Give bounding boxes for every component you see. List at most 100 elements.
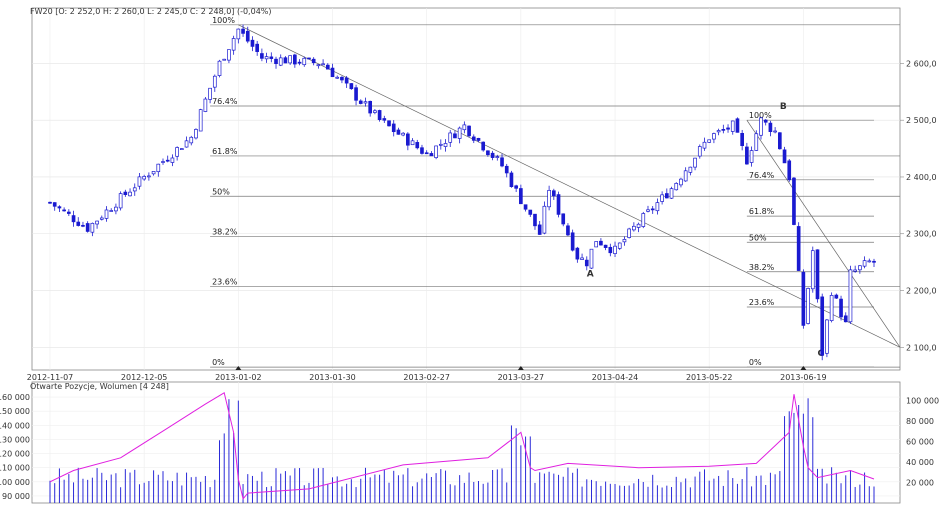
candle-body xyxy=(533,213,537,227)
oi-axis-label: 150 000 xyxy=(0,407,30,416)
x-tick-label: 2013-05-22 xyxy=(686,373,733,382)
candle-body xyxy=(773,130,777,133)
candle-body xyxy=(476,137,481,141)
candle xyxy=(396,127,401,135)
candle xyxy=(123,189,128,197)
candle xyxy=(184,136,189,148)
candle xyxy=(735,117,740,133)
candle xyxy=(839,295,843,321)
candle-body xyxy=(255,43,260,52)
candle-body xyxy=(212,75,217,88)
volume-frame xyxy=(31,381,901,504)
candle-body xyxy=(740,133,744,147)
candle-body xyxy=(340,76,344,81)
candle xyxy=(801,269,806,329)
candlestick-series xyxy=(48,24,876,361)
candle-body xyxy=(165,159,170,162)
candle-body xyxy=(269,56,274,59)
candle xyxy=(537,220,542,235)
candle xyxy=(453,130,457,139)
fib-label-left: 76.4% xyxy=(212,97,238,106)
candle xyxy=(118,191,123,211)
candle xyxy=(599,238,603,246)
candle-body xyxy=(603,244,608,248)
oi-axis-label: 160 000 xyxy=(0,393,30,402)
candle xyxy=(212,74,217,92)
candle-body xyxy=(283,57,288,64)
candle-body xyxy=(241,28,245,34)
candle xyxy=(740,129,744,151)
candle-body xyxy=(570,232,575,251)
candle-body xyxy=(208,87,212,100)
candle xyxy=(768,120,773,137)
candle-body xyxy=(735,118,740,133)
candle xyxy=(481,141,486,152)
candle-body xyxy=(806,288,810,324)
candle xyxy=(147,172,151,181)
candle-body xyxy=(321,63,325,66)
axis-marker-icon xyxy=(800,366,807,370)
candle-body xyxy=(759,117,763,136)
fib-label-left: 0% xyxy=(212,358,225,367)
chart-frames xyxy=(31,7,901,504)
candle xyxy=(707,139,712,143)
y-tick-label: 2 400,0 xyxy=(906,173,937,182)
candle xyxy=(57,205,62,212)
candle xyxy=(274,56,278,69)
candle xyxy=(848,265,853,324)
fib-label-right: 0% xyxy=(749,358,762,367)
candle xyxy=(730,120,735,135)
candle xyxy=(622,236,627,246)
candle-body xyxy=(608,246,613,254)
candle xyxy=(584,256,589,271)
candle xyxy=(754,130,759,151)
candle-body xyxy=(481,141,486,151)
candle xyxy=(674,182,679,191)
candle xyxy=(495,154,500,161)
x-tick-label: 2012-11-07 xyxy=(27,373,74,382)
candle xyxy=(165,155,170,163)
candle xyxy=(429,151,434,157)
price-frame xyxy=(31,7,901,371)
candle-body xyxy=(311,58,316,64)
candle xyxy=(660,191,664,205)
candle-body xyxy=(302,57,307,66)
candle-body xyxy=(660,194,664,202)
candle-body xyxy=(547,190,551,208)
candle xyxy=(843,312,848,323)
x-tick-label: 2013-01-30 xyxy=(309,373,356,382)
candle xyxy=(401,131,405,137)
candle xyxy=(344,75,349,88)
candle-body xyxy=(589,248,594,269)
candle xyxy=(316,64,321,69)
candle-body xyxy=(462,124,467,131)
candle xyxy=(726,124,730,133)
candle xyxy=(406,132,410,151)
candle-body xyxy=(486,150,490,156)
candle xyxy=(787,159,792,182)
price-grid xyxy=(32,8,900,503)
candle xyxy=(81,221,85,228)
y-tick-label: 2 300,0 xyxy=(906,230,937,239)
candle xyxy=(373,109,377,115)
candle-body xyxy=(128,191,132,197)
candle xyxy=(325,63,330,70)
candle-body xyxy=(693,157,697,168)
candle-body xyxy=(716,130,721,133)
candle-body xyxy=(467,125,471,137)
candle xyxy=(293,53,297,68)
candle xyxy=(424,150,429,155)
candle xyxy=(85,221,90,233)
candle xyxy=(443,139,448,152)
candle-body xyxy=(646,209,650,212)
candle xyxy=(194,128,198,140)
candle-body xyxy=(368,100,373,114)
candle-body xyxy=(236,28,241,40)
candle xyxy=(636,222,641,233)
candle xyxy=(806,287,810,325)
axis-marker-icon xyxy=(517,366,524,370)
fibonacci-levels: 100% 76.4% 61.8% 50% 38.2% 23.6% 0% 100% 76.4% 61… xyxy=(210,16,900,368)
candle xyxy=(307,57,311,60)
candle-body xyxy=(114,206,118,212)
